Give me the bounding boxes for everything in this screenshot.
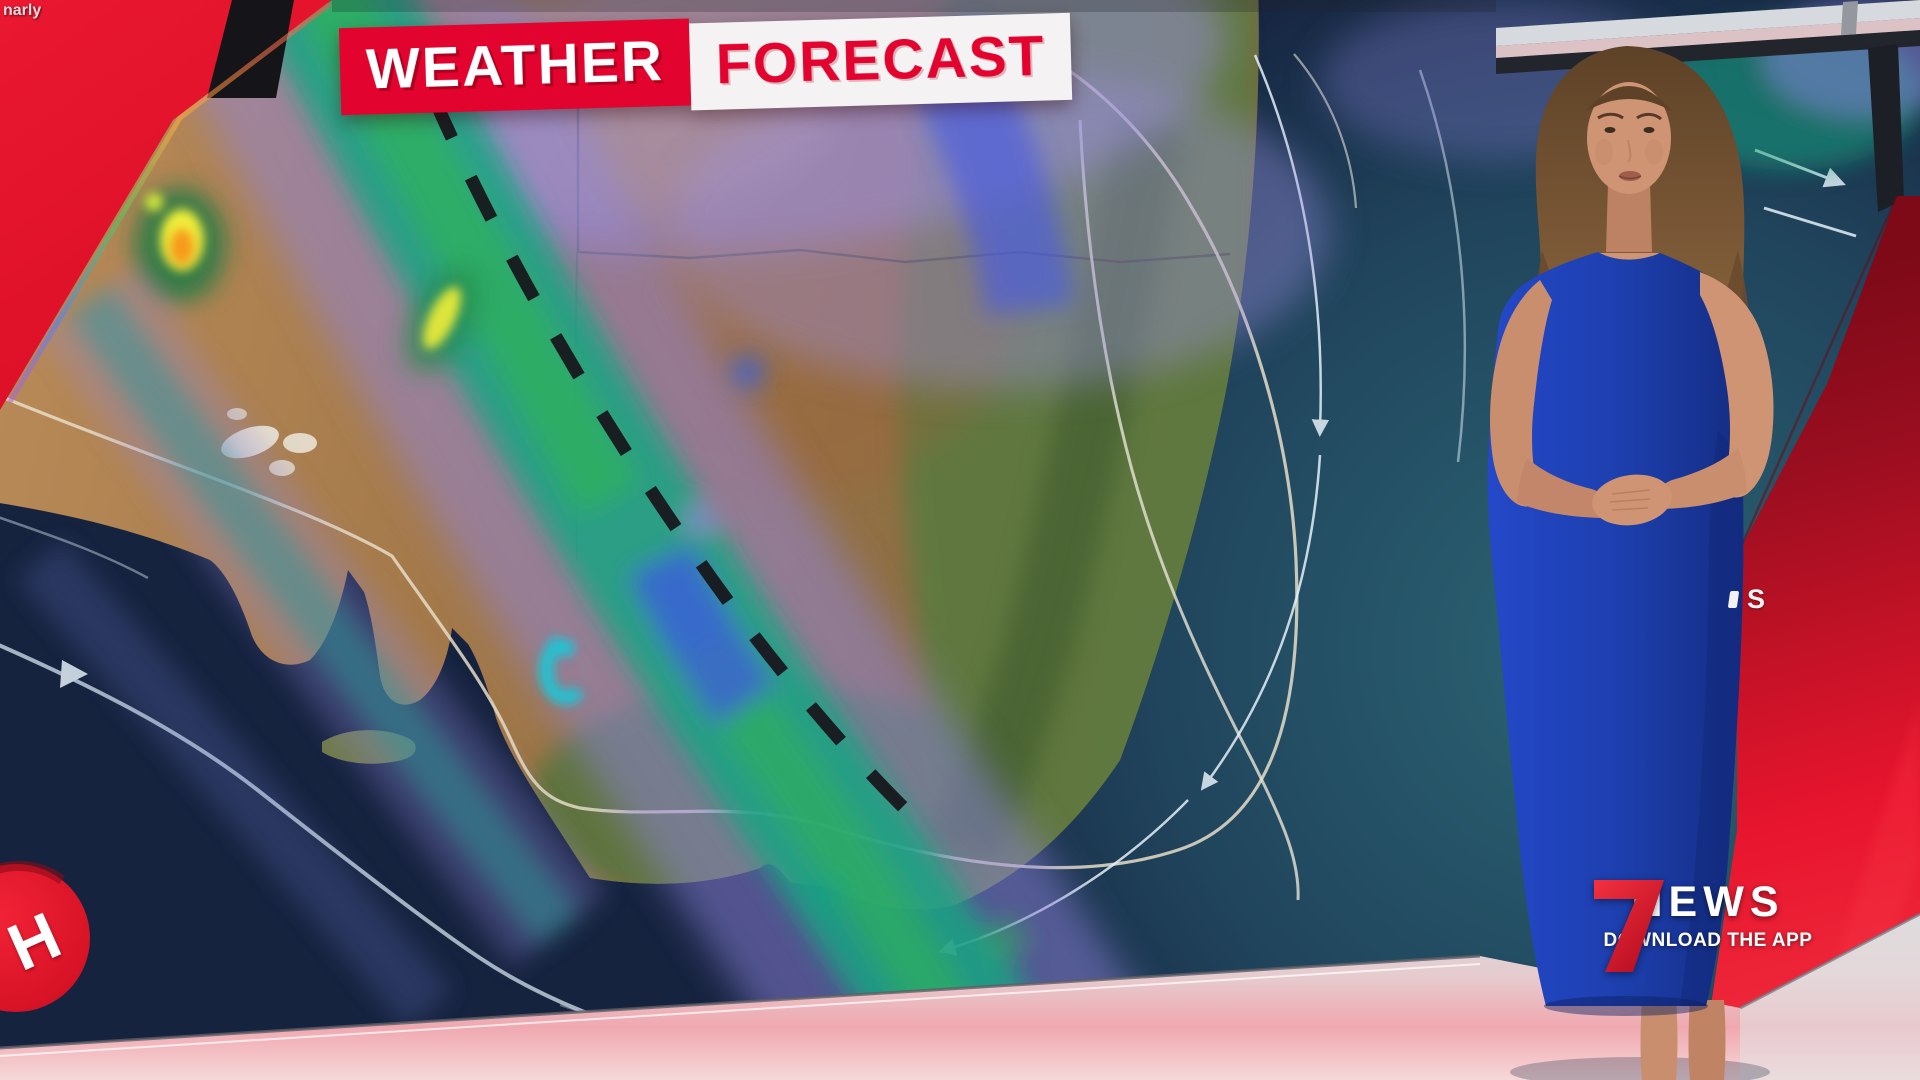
storm-cells bbox=[145, 193, 585, 705]
banner-word-forecast: FORECAST bbox=[688, 12, 1073, 111]
videowall-right-bezel bbox=[1868, 44, 1904, 212]
arm bbox=[1490, 280, 1552, 507]
face bbox=[1587, 82, 1671, 194]
right-red-wall bbox=[1700, 195, 1920, 1080]
black-diagonal-stripe bbox=[207, 0, 294, 98]
blue-dress bbox=[1487, 252, 1749, 1006]
watermark-text: narly bbox=[3, 2, 42, 19]
ceiling-strip bbox=[1496, 0, 1920, 74]
wall-letters: S bbox=[1727, 584, 1778, 615]
hair-front bbox=[1585, 86, 1673, 112]
presenter bbox=[1487, 46, 1774, 1080]
partial-letter-fragment bbox=[1727, 591, 1740, 608]
wall-letter-s: S bbox=[1747, 584, 1778, 614]
banner-word-weather: WEATHER bbox=[338, 18, 692, 116]
left-red-panel bbox=[0, 0, 332, 410]
streamline-arrow-icon bbox=[60, 660, 88, 688]
wall-top-seam bbox=[332, 0, 1496, 12]
seven-network-logo-icon bbox=[1594, 880, 1664, 972]
neck bbox=[1606, 182, 1652, 252]
logo-tagline: DOWNLOAD THE APP bbox=[1603, 930, 1813, 952]
high-pressure-marker bbox=[0, 860, 90, 1012]
leg bbox=[1688, 1000, 1726, 1080]
screen-edge-prism bbox=[7, 2, 332, 404]
face-features bbox=[1595, 112, 1663, 181]
arm bbox=[1700, 272, 1774, 498]
network-logo-block: NEWS DOWNLOAD THE APP bbox=[1594, 879, 1822, 972]
leg bbox=[1640, 1000, 1678, 1080]
